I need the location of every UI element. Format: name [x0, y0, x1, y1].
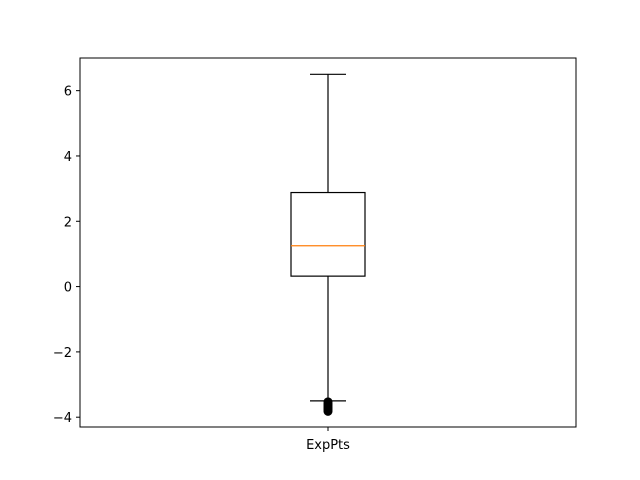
y-axis-ticks: −4 −2 0 2 4 6: [53, 85, 80, 426]
x-tick-label: ExpPts: [306, 438, 350, 453]
y-tick-label: 2: [64, 215, 72, 230]
interquartile-box: [290, 191, 366, 277]
y-tick-label: 4: [64, 150, 72, 165]
x-axis-ticks: ExpPts: [306, 427, 350, 453]
y-tick-label: −2: [53, 346, 72, 361]
y-tick-label: 0: [64, 281, 72, 296]
plot-area-frame: [79, 57, 577, 428]
y-tick-label: 6: [64, 85, 72, 100]
y-tick-label: −4: [53, 411, 72, 426]
outlier-point: [323, 406, 333, 416]
box-plot-series: [290, 73, 366, 416]
